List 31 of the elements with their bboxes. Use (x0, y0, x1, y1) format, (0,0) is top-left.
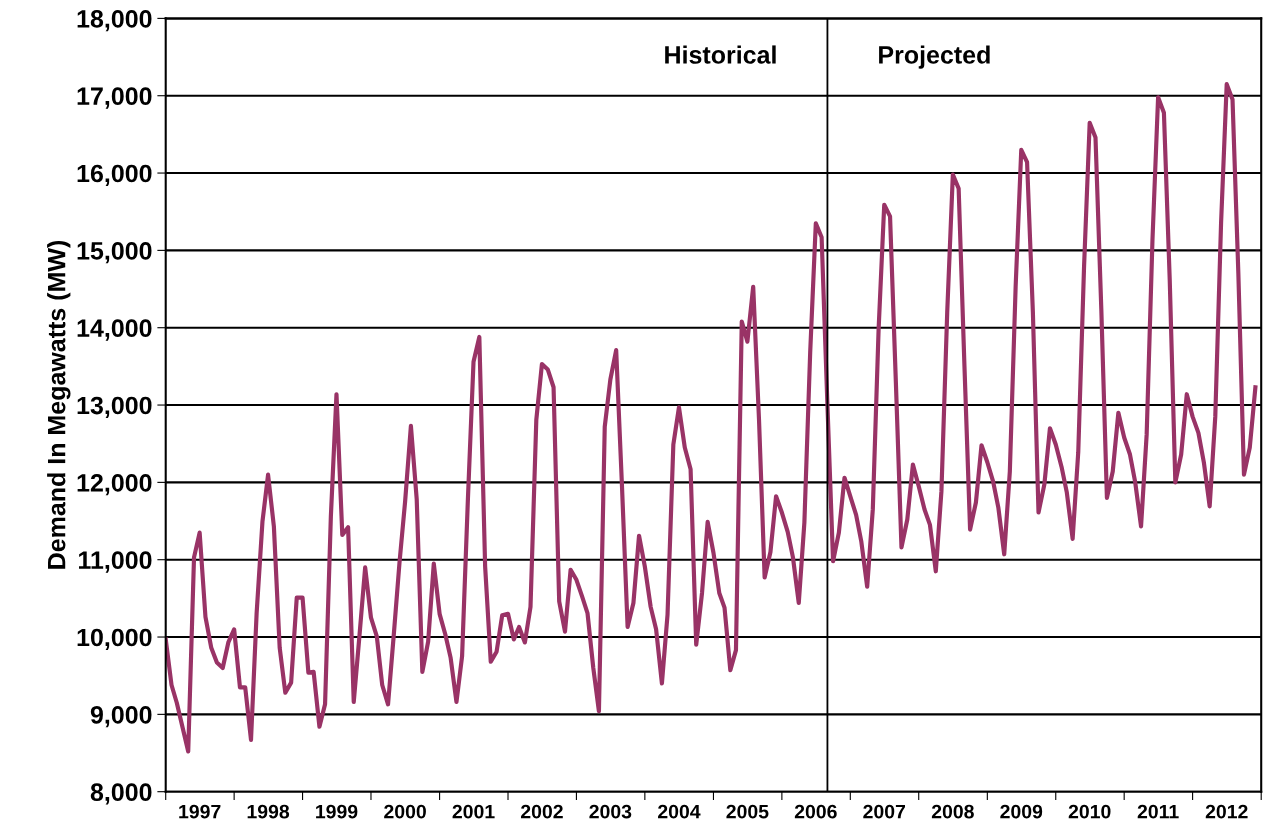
line-series (165, 82, 1258, 754)
y-tick-label: 14,000 (77, 319, 152, 341)
y-tick-label: 9,000 (90, 705, 152, 728)
y-tick-label: 8,000 (90, 783, 152, 805)
x-tick-label: 1997 (179, 804, 221, 819)
x-tick-label: 2004 (658, 804, 701, 819)
x-tick-label: 1999 (316, 804, 358, 819)
x-tick-label: 2006 (794, 804, 837, 819)
x-tick-label: 2007 (863, 804, 906, 819)
y-tick-label: 18,000 (77, 9, 152, 32)
y-tick-label: 12,000 (77, 473, 152, 496)
x-tick-label: 1998 (247, 804, 290, 819)
x-tick-label: 2011 (1137, 804, 1179, 819)
y-tick-label: 13,000 (77, 396, 152, 418)
y-tick-label: 15,000 (77, 241, 152, 264)
x-tick-label: 2003 (589, 804, 632, 819)
x-tick-label: 2009 (1000, 804, 1043, 819)
y-tick-label: 10,000 (77, 628, 152, 650)
y-tick-label: 11,000 (79, 551, 152, 573)
x-tick-label: 2000 (384, 804, 426, 819)
x-tick-label: 2010 (1068, 804, 1111, 819)
y-axis-title: Demand In Megawatts (MW) (47, 240, 71, 569)
annotation: Historical (665, 45, 776, 64)
y-tick-label: 17,000 (77, 87, 152, 109)
x-tick-label: 2008 (931, 804, 974, 819)
x-tick-label: 2001 (452, 804, 495, 819)
x-tick-label: 2005 (726, 804, 769, 819)
x-tick-label: 2002 (520, 804, 563, 819)
y-tick-label: 16,000 (77, 164, 152, 186)
annotation: Projected (879, 45, 990, 69)
x-tick-label: 2012 (1205, 804, 1248, 819)
